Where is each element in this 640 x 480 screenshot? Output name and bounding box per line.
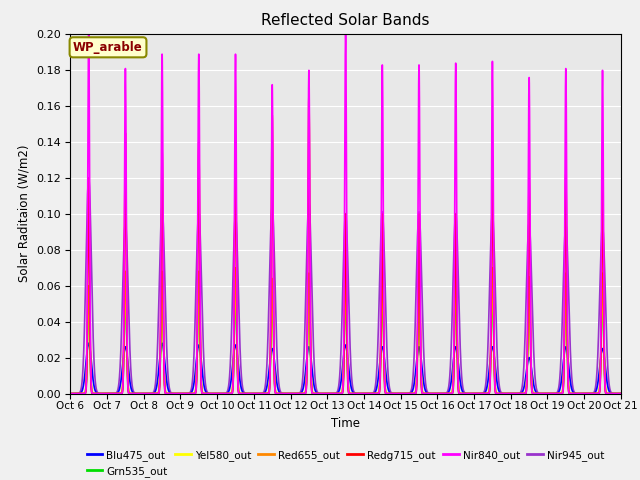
Redg715_out	[67, 391, 74, 396]
Yel580_out	[469, 391, 477, 396]
Grn535_out	[500, 391, 508, 396]
Legend: Blu475_out, Grn535_out, Yel580_out, Red655_out, Redg715_out, Nir840_out, Nir945_: Blu475_out, Grn535_out, Yel580_out, Red6…	[83, 445, 609, 480]
Red655_out	[438, 391, 446, 396]
Nir840_out	[439, 391, 447, 396]
Grn535_out	[617, 391, 625, 396]
Line: Nir840_out: Nir840_out	[70, 35, 621, 394]
Nir840_out	[250, 391, 258, 396]
Nir945_out	[469, 391, 477, 396]
Redg715_out	[439, 391, 447, 396]
Blu475_out	[84, 340, 92, 346]
Nir945_out	[325, 391, 333, 396]
Nir945_out	[616, 391, 624, 396]
Redg715_out	[305, 95, 313, 100]
Yel580_out	[617, 391, 625, 396]
Blu475_out	[438, 391, 446, 396]
Text: WP_arable: WP_arable	[73, 41, 143, 54]
Yel580_out	[500, 391, 508, 396]
Line: Grn535_out: Grn535_out	[70, 289, 621, 394]
Nir840_out	[166, 391, 173, 396]
Yel580_out	[166, 391, 173, 396]
Nir945_out	[617, 391, 625, 396]
Nir945_out	[166, 385, 173, 391]
Grn535_out	[438, 391, 446, 396]
Red655_out	[67, 391, 74, 396]
Yel580_out	[325, 391, 333, 396]
Blu475_out	[617, 391, 625, 396]
Grn535_out	[325, 391, 333, 396]
Red655_out	[232, 265, 239, 271]
Redg715_out	[469, 391, 477, 396]
Nir945_out	[500, 391, 508, 396]
Blu475_out	[500, 391, 508, 396]
Nir840_out	[616, 391, 624, 396]
Title: Reflected Solar Bands: Reflected Solar Bands	[261, 13, 430, 28]
Blu475_out	[325, 391, 333, 396]
Red655_out	[617, 391, 625, 396]
Redg715_out	[323, 391, 331, 396]
Nir945_out	[84, 175, 92, 180]
Grn535_out	[616, 391, 624, 396]
Line: Red655_out: Red655_out	[70, 268, 621, 394]
Red655_out	[325, 391, 333, 396]
Nir840_out	[469, 391, 477, 396]
Nir840_out	[325, 391, 333, 396]
Y-axis label: Solar Raditaion (W/m2): Solar Raditaion (W/m2)	[17, 145, 30, 282]
Red655_out	[616, 391, 624, 396]
Nir840_out	[67, 391, 74, 396]
Red655_out	[469, 391, 477, 396]
Nir840_out	[84, 32, 92, 37]
X-axis label: Time: Time	[331, 417, 360, 430]
Blu475_out	[166, 389, 173, 395]
Red655_out	[166, 391, 173, 396]
Yel580_out	[232, 268, 239, 274]
Grn535_out	[469, 391, 477, 396]
Nir840_out	[617, 391, 625, 396]
Nir945_out	[67, 391, 74, 396]
Nir945_out	[580, 391, 588, 396]
Blu475_out	[469, 391, 477, 396]
Line: Redg715_out: Redg715_out	[70, 97, 621, 394]
Line: Yel580_out: Yel580_out	[70, 271, 621, 394]
Nir945_out	[438, 391, 446, 396]
Redg715_out	[166, 391, 173, 396]
Blu475_out	[507, 391, 515, 396]
Grn535_out	[166, 391, 173, 396]
Yel580_out	[616, 391, 624, 396]
Red655_out	[500, 391, 508, 396]
Redg715_out	[500, 391, 508, 396]
Grn535_out	[67, 391, 74, 396]
Blu475_out	[67, 391, 74, 396]
Yel580_out	[67, 391, 74, 396]
Redg715_out	[616, 391, 624, 396]
Line: Blu475_out: Blu475_out	[70, 343, 621, 394]
Redg715_out	[325, 391, 333, 396]
Yel580_out	[438, 391, 446, 396]
Line: Nir945_out: Nir945_out	[70, 178, 621, 394]
Grn535_out	[232, 287, 239, 292]
Blu475_out	[616, 391, 624, 396]
Redg715_out	[617, 391, 625, 396]
Nir840_out	[500, 391, 508, 396]
